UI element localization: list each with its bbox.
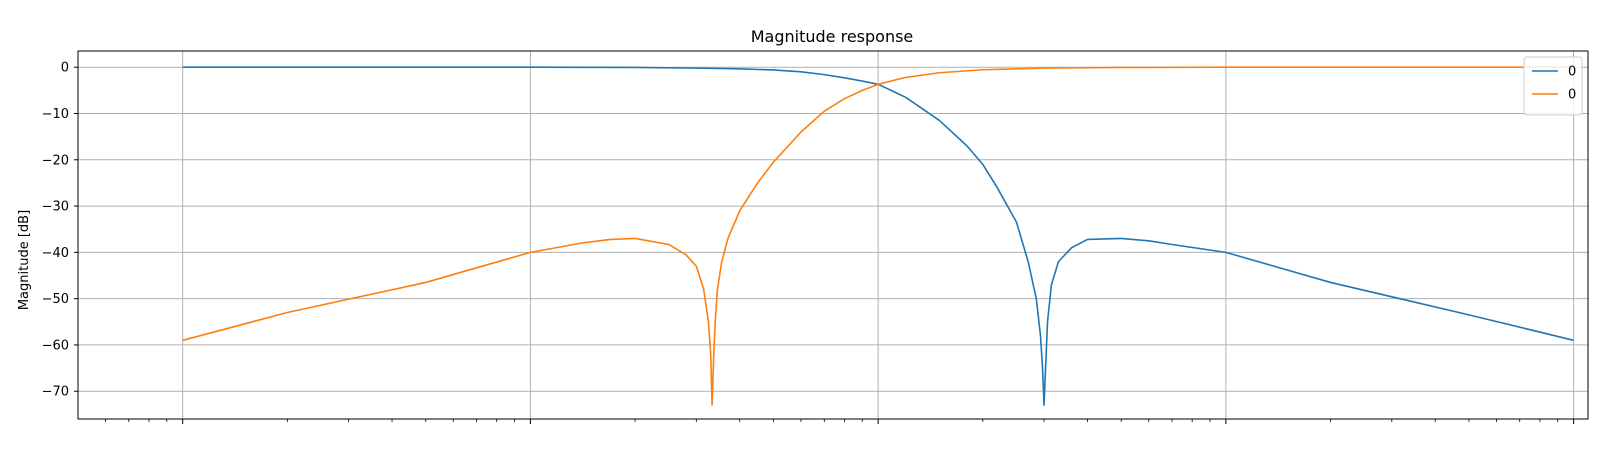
- plot-frame: [77, 50, 1589, 420]
- grid-lines: [78, 51, 1588, 419]
- y-axis-label: Magnitude [dB]: [17, 210, 32, 310]
- legend-label-1: 0: [1568, 65, 1576, 80]
- chart-title: Magnitude response: [751, 27, 914, 46]
- series-line-2: [182, 66, 1574, 406]
- x-axis-ticks: [105, 419, 1575, 424]
- y-axis-ticks: 0 −10 −20 −30 −40 −50 −60 −70: [42, 61, 78, 400]
- series-line-1: [182, 66, 1574, 406]
- y-tick-label: −60: [42, 338, 69, 353]
- y-tick-label: −40: [42, 246, 69, 261]
- legend-label-2: 0: [1568, 88, 1576, 103]
- y-tick-label: 0: [61, 61, 69, 76]
- series-layer: [182, 66, 1574, 406]
- y-tick-label: −10: [42, 107, 69, 122]
- y-tick-label: −50: [42, 292, 69, 307]
- y-tick-label: −20: [42, 153, 69, 168]
- y-tick-label: −30: [42, 200, 69, 215]
- legend: 00: [1523, 56, 1583, 116]
- y-tick-label: −70: [42, 385, 69, 400]
